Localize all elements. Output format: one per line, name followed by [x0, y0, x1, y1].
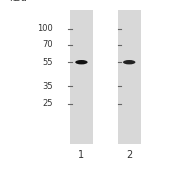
Text: 2: 2 [126, 150, 132, 161]
Text: 100: 100 [37, 24, 53, 33]
Text: 70: 70 [42, 40, 53, 49]
FancyBboxPatch shape [70, 10, 93, 144]
Ellipse shape [123, 60, 135, 64]
Text: 25: 25 [43, 99, 53, 108]
Text: 55: 55 [43, 58, 53, 67]
Text: 35: 35 [42, 82, 53, 91]
Ellipse shape [75, 60, 88, 64]
Text: 1: 1 [78, 150, 84, 161]
Text: kDa: kDa [9, 0, 27, 3]
FancyBboxPatch shape [118, 10, 141, 144]
